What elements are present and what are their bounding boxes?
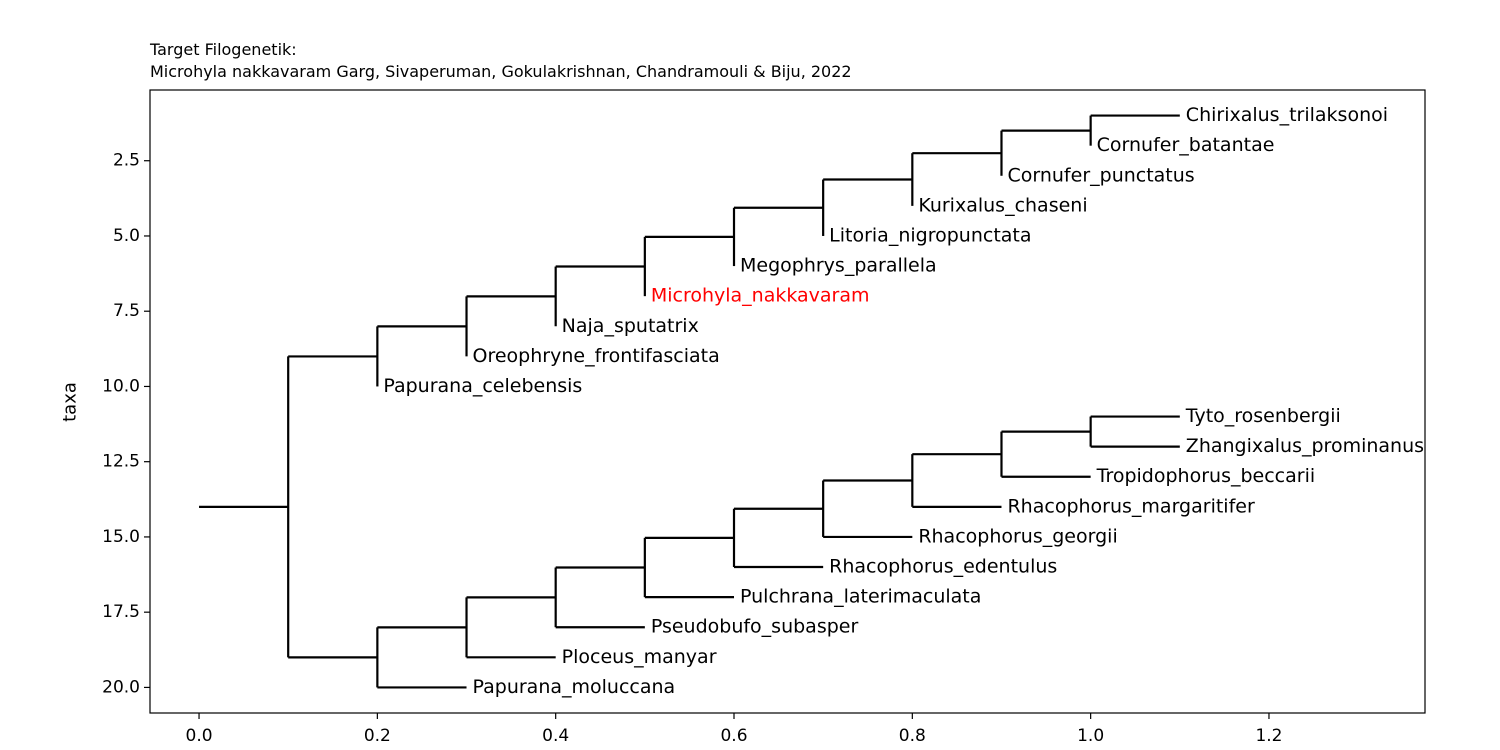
x-tick-label-4: 0.8	[899, 726, 926, 746]
y-tick-label-4: 12.5	[102, 452, 140, 472]
x-tick-label-1: 0.2	[364, 726, 391, 746]
x-tick-label-0: 0.0	[186, 726, 213, 746]
leaf-label-12: Tropidophorus_beccarii	[1096, 465, 1316, 487]
y-tick-label-7: 20.0	[102, 677, 140, 697]
leaf-label-3: Kurixalus_chaseni	[918, 194, 1087, 216]
leaf-label-9: Papurana_celebensis	[383, 375, 582, 397]
leaf-label-1: Cornufer_batantae	[1097, 134, 1275, 156]
y-tick-label-2: 7.5	[113, 301, 140, 321]
plot-frame	[149, 89, 1426, 714]
y-tick-label-5: 15.0	[102, 527, 140, 547]
y-tick-label-6: 17.5	[102, 602, 140, 622]
x-tick-label-5: 1.0	[1077, 726, 1104, 746]
leaf-labels: Chirixalus_trilaksonoi Cornufer_batantae C…	[383, 104, 1424, 698]
leaf-label-2: Cornufer_punctatus	[1007, 164, 1194, 186]
leaf-label-4: Litoria_nigropunctata	[829, 224, 1031, 246]
leaf-label-5: Megophrys_parallela	[740, 255, 937, 277]
leaf-label-17: Pseudobufo_subasper	[651, 616, 859, 638]
leaf-label-6: Microhyla_nakkavaram	[651, 285, 870, 307]
chart-title-line-2: Microhyla nakkavaram Garg, Sivaperuman, …	[150, 62, 852, 81]
leaf-label-11: Zhangixalus_prominanus	[1186, 435, 1424, 457]
y-tick-label-1: 5.0	[113, 226, 140, 246]
leaf-label-10: Tyto_rosenbergii	[1185, 405, 1341, 427]
leaf-label-13: Rhacophorus_margaritifer	[1007, 495, 1254, 517]
leaf-label-18: Ploceus_manyar	[562, 646, 717, 668]
leaf-label-7: Naja_sputatrix	[562, 315, 699, 337]
leaf-label-14: Rhacophorus_georgii	[918, 525, 1117, 547]
y-tick-label-0: 2.5	[113, 151, 140, 171]
leaf-label-8: Oreophryne_frontifasciata	[473, 345, 720, 367]
x-tick-label-2: 0.4	[542, 726, 569, 746]
tree-branches	[199, 114, 1180, 689]
y-axis-ticks: 2.5 5.0 7.5 10.0 12.5 15.0 17.5 20.0	[102, 151, 150, 697]
leaf-label-15: Rhacophorus_edentulus	[829, 556, 1057, 578]
leaf-label-19: Papurana_moluccana	[473, 676, 676, 698]
leaf-label-0: Chirixalus_trilaksonoi	[1186, 104, 1388, 126]
leaf-label-16: Pulchrana_laterimaculata	[740, 586, 981, 608]
chart-title-line-1: Target Filogenetik:	[150, 40, 297, 59]
x-tick-label-3: 0.6	[720, 726, 747, 746]
y-tick-label-3: 10.0	[102, 376, 140, 396]
x-axis-ticks: 0.0 0.2 0.4 0.6 0.8 1.0 1.2	[186, 713, 1282, 746]
x-tick-label-6: 1.2	[1255, 726, 1282, 746]
